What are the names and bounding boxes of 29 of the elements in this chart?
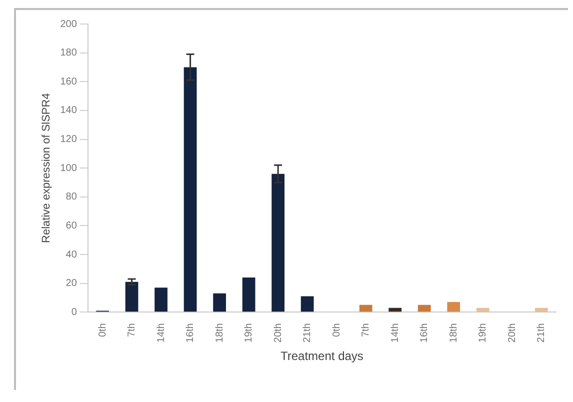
- y-tick-label: 40: [66, 249, 78, 260]
- x-tick-label: 18th: [448, 323, 460, 343]
- y-tick-label: 180: [60, 48, 78, 59]
- y-tick-label: 160: [60, 76, 78, 88]
- x-tick-label: 19th: [478, 323, 489, 343]
- x-tick-label: 7th: [126, 323, 138, 338]
- y-tick-label: 20: [66, 278, 78, 290]
- x-tick-label: 14th: [390, 323, 401, 343]
- x-tick-label: 18th: [214, 323, 226, 343]
- y-tick-label: 120: [60, 134, 78, 146]
- x-tick-label: 21th: [302, 323, 314, 343]
- y-tick-label: 60: [66, 220, 78, 232]
- x-tick-label: 21th: [536, 323, 548, 343]
- x-tick-label: 0th: [97, 323, 108, 338]
- x-tick-label: 16th: [419, 323, 430, 343]
- y-tick-label: 100: [60, 162, 78, 174]
- x-tick-label: 16th: [185, 323, 196, 343]
- y-tick-label: 140: [60, 105, 78, 116]
- x-tick-label: 19th: [244, 323, 255, 343]
- y-axis-title: Relative expression of SlSPR4: [40, 93, 53, 243]
- x-tick-label: 7th: [360, 323, 372, 338]
- x-tick-label: 20th: [272, 323, 284, 343]
- x-tick-label: 14th: [156, 323, 167, 343]
- x-tick-label: 20th: [506, 323, 518, 343]
- y-tick-label: 80: [66, 192, 78, 203]
- y-tick-label: 200: [60, 18, 78, 30]
- x-tick-label: 0th: [331, 323, 342, 338]
- y-tick-label: 0: [71, 306, 78, 318]
- x-axis-title: Treatment days: [280, 349, 364, 364]
